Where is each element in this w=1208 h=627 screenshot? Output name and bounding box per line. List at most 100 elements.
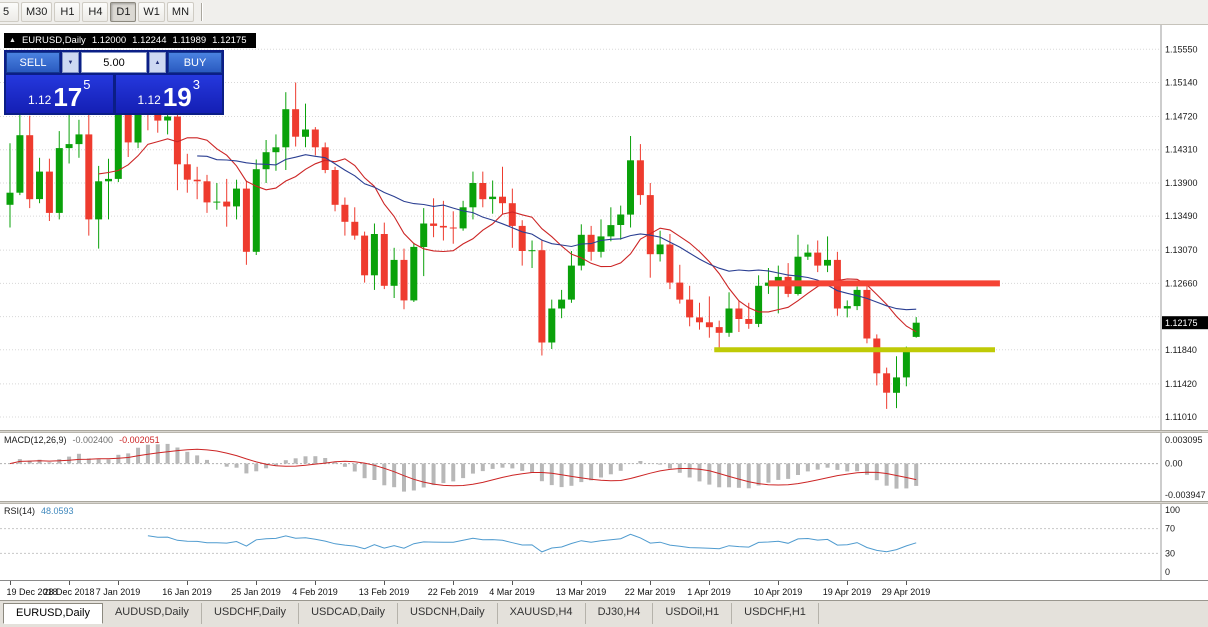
main-chart-panel: 1.15550 1.15140 1.14720 1.14310 1.13900 1.134… (0, 25, 1208, 430)
chart-tab-dj30-h4[interactable]: DJ30,H4 (586, 603, 654, 624)
svg-text:1.14720: 1.14720 (1165, 112, 1198, 122)
moving-average-10 (98, 137, 917, 333)
chart-tab-usdoil-h1[interactable]: USDOil,H1 (653, 603, 733, 624)
svg-text:0.00: 0.00 (1165, 459, 1183, 469)
timeframe-button-m30[interactable]: M30 (21, 2, 53, 22)
date-label: 1 Apr 2019 (687, 587, 731, 597)
chart-title-bar: ▲ EURUSD,Daily 1.12000 1.12244 1.11989 1… (4, 33, 257, 48)
panel-splitter[interactable] (0, 501, 1208, 504)
buy-price-main: 19 (162, 82, 192, 112)
axis-tick (847, 581, 849, 585)
chart-tab-usdcad-daily[interactable]: USDCAD,Daily (299, 603, 399, 624)
ohlc-low: 1.11989 (172, 35, 207, 46)
axis-tick (187, 581, 189, 585)
svg-text:1.13900: 1.13900 (1165, 178, 1198, 188)
volume-input[interactable] (81, 52, 147, 73)
svg-text:0: 0 (1165, 567, 1170, 577)
axis-tick (10, 581, 11, 585)
macd-signal-value: -0.002051 (119, 435, 160, 445)
volume-decrease-button[interactable]: ▼ (62, 52, 79, 73)
axis-tick (118, 581, 120, 585)
rsi-chart-svg[interactable]: 100 70 30 0 (0, 504, 1208, 580)
timeframe-button-w1[interactable]: W1 (138, 2, 165, 22)
chart-tab-xauusd-h4[interactable]: XAUUSD,H4 (498, 603, 586, 624)
date-label: 7 Jan 2019 (95, 587, 141, 597)
rsi-panel: 100 70 30 0 RSI(14) 48.0593 (0, 504, 1208, 580)
svg-text:1.11840: 1.11840 (1165, 345, 1197, 355)
axis-tick (69, 581, 71, 585)
macd-label: MACD(12,26,9) (4, 435, 67, 445)
date-label: 19 Dec 2018 (6, 587, 58, 597)
chart-tab-audusd-daily[interactable]: AUDUSD,Daily (103, 603, 202, 624)
ohlc-open: 1.12000 (91, 35, 127, 46)
svg-text:1.11010: 1.11010 (1165, 412, 1197, 422)
chart-tab-eurusd-daily[interactable]: EURUSD,Daily (3, 603, 103, 624)
buy-button[interactable]: BUY (168, 52, 222, 73)
macd-signal-line (9, 448, 917, 487)
axis-tick (906, 581, 908, 585)
svg-text:1.11420: 1.11420 (1165, 379, 1197, 389)
axis-tick (650, 581, 652, 585)
sell-price-display[interactable]: 1.12 17 5 (6, 75, 113, 113)
rsi-label: RSI(14) (4, 506, 36, 516)
collapse-arrow-icon[interactable]: ▲ (9, 37, 16, 44)
svg-text:-0.003947: -0.003947 (1165, 490, 1206, 500)
date-label: 22 Mar 2019 (624, 587, 676, 597)
price-gridlines (0, 48, 1160, 418)
chart-tabs-bar: EURUSD,Daily AUDUSD,Daily USDCHF,Daily USDC… (0, 600, 1208, 627)
timeframe-button-h4[interactable]: H4 (82, 2, 109, 22)
date-label: 4 Mar 2019 (489, 587, 535, 597)
date-axis[interactable]: 19 Dec 2018 28 Dec 2018 7 Jan 2019 16 Jan 2… (0, 580, 1208, 600)
macd-panel: 0.003095 0.00 -0.003947 MACD(12,26,9) -0.0… (0, 433, 1208, 501)
svg-text:1.12660: 1.12660 (1165, 278, 1198, 288)
chart-tab-usdcnh-daily[interactable]: USDCNH,Daily (398, 603, 498, 624)
timeframe-button-mn[interactable]: MN (166, 2, 195, 22)
chart-title: EURUSD,Daily (21, 35, 86, 46)
macd-indicator-label: MACD(12,26,9) -0.002400 -0.002051 (4, 435, 160, 445)
macd-main-value: -0.002400 (72, 435, 114, 445)
svg-text:1.12175: 1.12175 (1165, 318, 1198, 328)
volume-increase-button[interactable]: ▲ (149, 52, 166, 73)
svg-text:1.13070: 1.13070 (1165, 245, 1198, 255)
date-label: 13 Feb 2019 (358, 587, 410, 597)
axis-tick (453, 581, 455, 585)
axis-tick (512, 581, 514, 585)
timeframe-toolbar: 5 M30 H1 H4 D1 W1 MN (0, 0, 1208, 25)
toolbar-separator (201, 3, 204, 21)
date-label: 25 Jan 2019 (231, 587, 281, 597)
sell-price-main: 17 (53, 82, 83, 112)
axis-tick (778, 581, 780, 585)
axis-tick (581, 581, 583, 585)
candles (6, 65, 920, 409)
chart-tab-usdchf-daily[interactable]: USDCHF,Daily (202, 603, 300, 624)
axis-tick (709, 581, 711, 585)
timeframe-button-d1[interactable]: D1 (110, 2, 137, 22)
rsi-indicator-label: RSI(14) 48.0593 (4, 506, 74, 516)
macd-chart-svg[interactable]: 0.003095 0.00 -0.003947 (0, 433, 1208, 501)
buy-price-display[interactable]: 1.12 19 3 (115, 75, 222, 113)
current-price-marker (1162, 316, 1208, 330)
chart-tab-usdchf-h1[interactable]: USDCHF,H1 (732, 603, 819, 624)
ohlc-high: 1.12244 (132, 35, 167, 46)
timeframe-button-5[interactable]: 5 (0, 2, 19, 22)
date-label: 4 Feb 2019 (292, 587, 338, 597)
date-label: 16 Jan 2019 (162, 587, 212, 597)
buy-price-superscript: 3 (192, 77, 200, 92)
date-label: 13 Mar 2019 (555, 587, 607, 597)
timeframe-button-h1[interactable]: H1 (54, 2, 81, 22)
ohlc-close: 1.12175 (212, 35, 247, 46)
svg-text:0.003095: 0.003095 (1165, 435, 1203, 445)
sell-price-superscript: 5 (83, 77, 91, 92)
buy-price-prefix: 1.12 (137, 93, 161, 107)
svg-text:1.13490: 1.13490 (1165, 211, 1198, 221)
sell-button[interactable]: SELL (6, 52, 60, 73)
date-label: 22 Feb 2019 (427, 587, 479, 597)
rsi-value: 48.0593 (41, 506, 74, 516)
date-label: 29 Apr 2019 (881, 587, 931, 597)
svg-text:30: 30 (1165, 548, 1175, 558)
panel-splitter[interactable] (0, 430, 1208, 433)
axis-tick (256, 581, 258, 585)
axis-tick (384, 581, 386, 585)
